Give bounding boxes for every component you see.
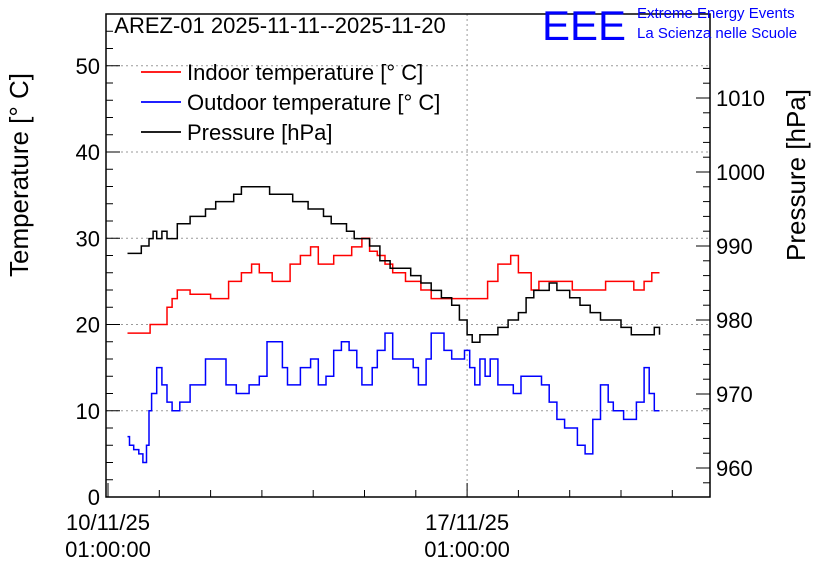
y-right-tick-label: 970 <box>716 382 753 407</box>
y-axis-right-label: Pressure [hPa] <box>781 89 811 261</box>
series-layer <box>127 186 661 464</box>
grid <box>106 14 710 497</box>
logo-line1: Extreme Energy Events <box>637 5 795 22</box>
y-right-tick-label: 1000 <box>716 160 765 185</box>
series-line-3 <box>127 186 661 343</box>
y-left-tick-label: 0 <box>88 485 100 510</box>
logo-mark: EEE <box>542 2 626 49</box>
y-left-tick-label: 10 <box>76 399 100 424</box>
x-tick-label-date: 17/11/25 <box>425 510 509 535</box>
y-left-tick-label: 50 <box>76 54 100 79</box>
legend-label-1: Indoor temperature [° C] <box>187 60 423 85</box>
y-right-tick-label: 960 <box>716 456 753 481</box>
y-right-tick-label: 990 <box>716 234 753 259</box>
legend-label-2: Outdoor temperature [° C] <box>187 90 440 115</box>
x-tick-label-time: 01:00:00 <box>65 537 151 562</box>
y-left-tick-label: 40 <box>76 140 100 165</box>
y-right-tick-label: 1010 <box>716 86 765 111</box>
y-left-tick-label: 30 <box>76 226 100 251</box>
y-left-tick-label: 20 <box>76 313 100 338</box>
y-right-tick-label: 980 <box>716 308 753 333</box>
legend: Indoor temperature [° C] Outdoor temperat… <box>141 60 440 145</box>
chart-title: AREZ-01 2025-11-11--2025-11-20 <box>114 13 445 38</box>
series-line-2 <box>127 332 660 464</box>
axes: 010203040509609709809901000101010/11/250… <box>65 30 765 562</box>
x-tick-label-date: 10/11/25 <box>66 510 150 535</box>
x-tick-label-time: 01:00:00 <box>424 537 510 562</box>
series-line-1 <box>127 237 660 334</box>
legend-label-3: Pressure [hPa] <box>187 120 333 145</box>
y-axis-left-label: Temperature [° C] <box>4 73 34 277</box>
logo-line2: La Scienza nelle Scuole <box>637 25 797 42</box>
